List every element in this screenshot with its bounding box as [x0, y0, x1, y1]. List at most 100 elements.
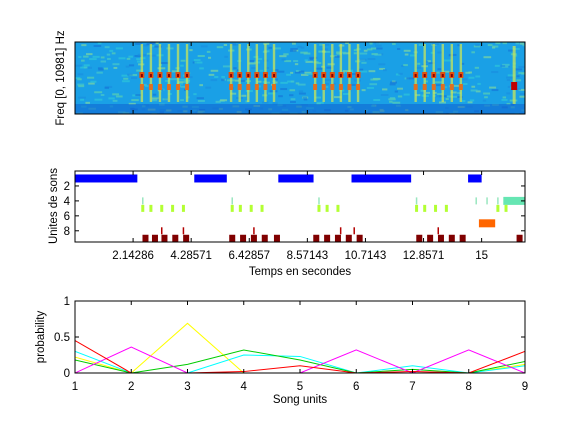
unit-mark	[324, 234, 331, 242]
spectrogram-panel: Freq [0, 10981] Hz	[55, 30, 526, 126]
spectrogram-noise	[210, 69, 219, 72]
spectrogram-noise	[380, 94, 389, 97]
spectrogram-noise	[303, 98, 308, 101]
spectrogram-noise	[382, 88, 388, 91]
spectrogram-noise	[193, 59, 201, 62]
unit-mark	[149, 204, 153, 212]
syllable-energy	[347, 84, 352, 90]
spectrogram-noise	[325, 82, 330, 85]
spectrogram-noise	[438, 101, 446, 104]
spectrogram-noise	[456, 92, 462, 95]
spectrogram-noise	[515, 88, 521, 91]
spectrogram-noise	[289, 49, 297, 52]
spectrogram-noise	[314, 96, 322, 99]
spectrogram-noise	[435, 95, 441, 98]
probability-xtick-label: 2	[128, 381, 134, 393]
syllable-peak	[186, 74, 189, 77]
units-ytick-label: 2	[64, 181, 70, 193]
spectrogram-noise	[404, 53, 409, 56]
spectrogram-noise	[103, 67, 108, 70]
spectrogram-noise	[128, 64, 135, 67]
spectrogram-noise	[303, 52, 311, 55]
spectrogram-noise	[112, 93, 120, 96]
spectrogram-noise	[304, 59, 308, 62]
spectrogram-noise	[180, 64, 184, 67]
spectrogram-noise	[378, 63, 386, 66]
spectrogram-noise	[107, 57, 111, 60]
spectrogram-noise	[367, 48, 373, 51]
spectrogram-noise	[468, 76, 475, 79]
unit-mark	[504, 204, 508, 212]
spectrogram-noise	[135, 94, 142, 97]
spectrogram-noise	[85, 53, 93, 56]
syllable-peak	[314, 74, 317, 77]
syllable-peak	[432, 74, 435, 77]
spectrogram-noise	[180, 99, 184, 102]
unit-mark	[434, 204, 438, 212]
spectrogram-noise	[341, 51, 347, 54]
units-ytick-label: 8	[64, 226, 70, 238]
unit-segment	[194, 174, 227, 183]
spectrogram-noise	[93, 45, 102, 48]
spectrogram-noise	[446, 95, 453, 98]
spectrogram-noise	[128, 102, 136, 105]
spectrogram-noise	[131, 77, 138, 80]
spectrogram-noise	[169, 78, 177, 81]
spectrogram-noise	[363, 49, 368, 52]
spectrogram-noise	[342, 92, 349, 95]
spectrogram-noise	[85, 101, 90, 104]
spectrogram-noise	[278, 95, 283, 98]
probability-frame	[74, 300, 526, 374]
unit-mark	[415, 197, 418, 205]
spectrogram-noise	[81, 44, 87, 47]
syllable-peak	[230, 74, 233, 77]
syllable-peak	[322, 74, 325, 77]
unit-mark	[416, 234, 423, 242]
spectrogram-noise	[272, 102, 278, 105]
unit-segment	[478, 219, 496, 228]
spectrogram-noise	[97, 42, 102, 45]
probability-ytick-label: 0.5	[54, 332, 70, 344]
spectrogram-noise	[477, 82, 481, 85]
spectrogram-noise	[232, 43, 241, 46]
spectrogram-noise	[475, 90, 481, 93]
spectrogram-noise	[80, 98, 85, 101]
spectrogram-noise	[283, 53, 289, 56]
spectrogram-noise	[280, 88, 288, 91]
units-frame	[74, 170, 526, 243]
spectrogram-noise	[309, 58, 314, 61]
spectrogram-noise	[409, 54, 417, 57]
spectrogram-noise	[369, 83, 378, 86]
probability-panel: 1 2 3 4 5 6 7 8 9 0 0.5 1 Song units probability	[35, 296, 528, 406]
spectrogram-noise	[233, 67, 237, 70]
spectrogram-noise	[360, 70, 368, 73]
probability-ylabel: probability	[35, 311, 47, 364]
spectrogram-noise	[268, 46, 272, 49]
spectrogram-noise	[471, 85, 476, 88]
spectrogram-noise	[248, 62, 256, 65]
unit-mark	[356, 234, 363, 242]
spectrogram-noise	[197, 54, 205, 57]
spectrogram-noise	[468, 71, 473, 74]
syllable-peak	[238, 74, 241, 77]
spectrogram-noise	[484, 96, 488, 99]
spectrogram-noise	[431, 43, 439, 46]
spectrogram-noise	[230, 92, 237, 95]
spectrogram-noise	[143, 44, 149, 47]
spectrogram-noise	[415, 94, 421, 97]
spectrogram-noise	[397, 95, 403, 98]
spectrogram-noise	[193, 93, 197, 96]
unit-mark	[160, 204, 164, 212]
spectrogram-noise	[467, 101, 473, 104]
spectrogram-noise	[418, 43, 424, 46]
syllable-peak	[357, 74, 360, 77]
probability-ytick-label: 0	[64, 368, 70, 380]
spectrogram-noise	[373, 99, 381, 102]
spectrogram-noise	[241, 94, 247, 97]
spectrogram-noise	[196, 97, 204, 100]
syllable-energy	[422, 84, 427, 90]
spectrogram-noise	[333, 96, 342, 99]
spectrogram-noise	[361, 89, 366, 92]
unit-mark	[448, 234, 455, 242]
spectrogram-noise	[512, 47, 520, 50]
